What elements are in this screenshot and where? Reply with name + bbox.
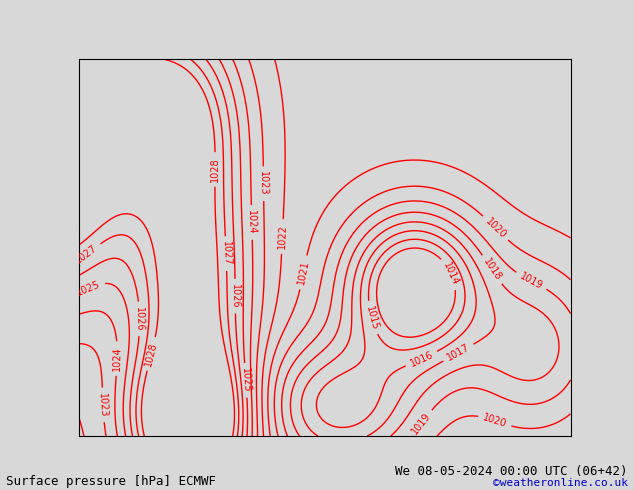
- Text: 1028: 1028: [210, 157, 220, 182]
- Text: 1018: 1018: [481, 257, 503, 283]
- Text: 1027: 1027: [74, 243, 100, 266]
- Text: 1021: 1021: [296, 260, 311, 286]
- Text: ©weatheronline.co.uk: ©weatheronline.co.uk: [493, 478, 628, 488]
- Text: 1020: 1020: [483, 216, 508, 240]
- Text: Surface pressure [hPa] ECMWF: Surface pressure [hPa] ECMWF: [6, 474, 216, 488]
- Text: 1017: 1017: [445, 343, 472, 363]
- Text: 1019: 1019: [518, 271, 545, 291]
- Text: 1028: 1028: [144, 341, 159, 367]
- Text: 1025: 1025: [240, 368, 252, 393]
- Text: 1026: 1026: [134, 306, 145, 331]
- Text: 1016: 1016: [408, 349, 435, 368]
- Text: 1026: 1026: [230, 284, 240, 309]
- Text: We 08-05-2024 00:00 UTC (06+42): We 08-05-2024 00:00 UTC (06+42): [395, 465, 628, 478]
- Text: 1014: 1014: [441, 260, 460, 287]
- Text: 1023: 1023: [259, 171, 269, 196]
- Text: 1015: 1015: [363, 305, 380, 331]
- Text: 1027: 1027: [221, 241, 231, 266]
- Text: 1024: 1024: [112, 346, 122, 371]
- Text: 1022: 1022: [277, 224, 288, 249]
- Text: 1023: 1023: [98, 392, 108, 417]
- Text: 1020: 1020: [482, 413, 508, 429]
- Text: 1025: 1025: [75, 279, 102, 298]
- Text: 1024: 1024: [247, 210, 257, 235]
- Text: 1019: 1019: [410, 411, 433, 437]
